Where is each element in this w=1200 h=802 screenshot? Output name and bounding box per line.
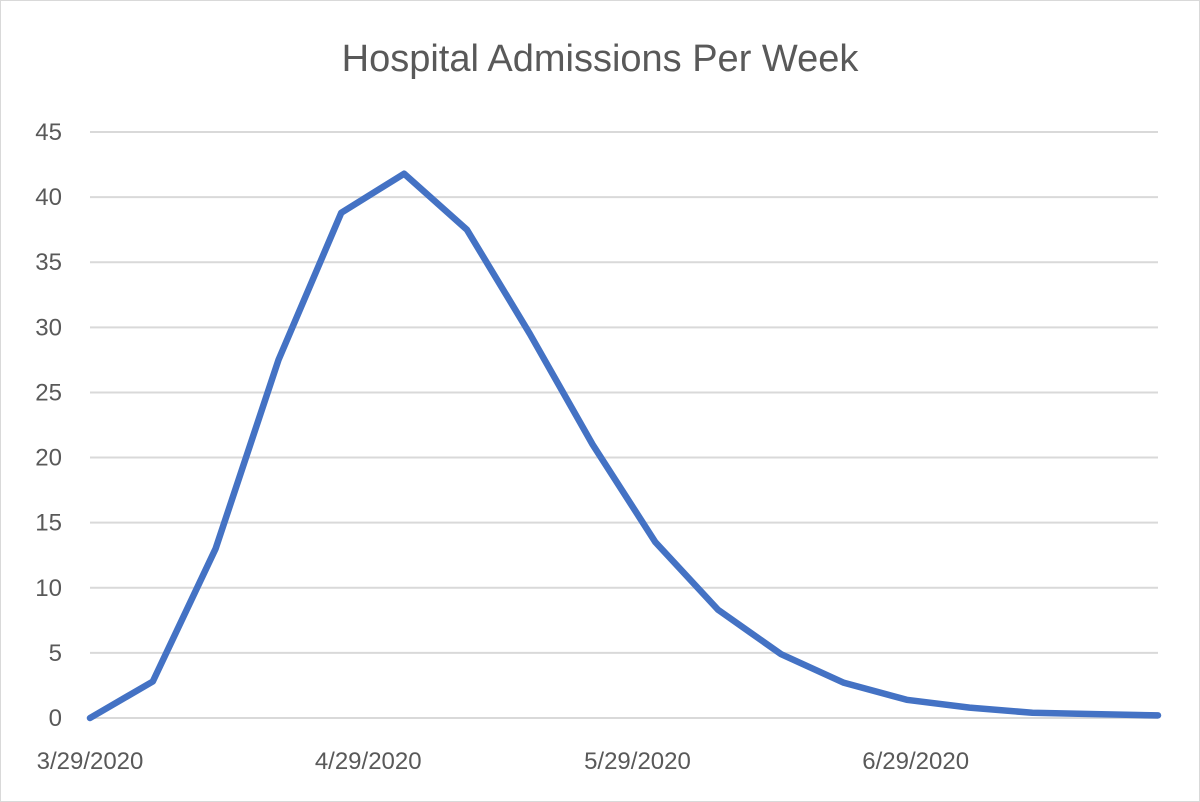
series-line	[86, 170, 1162, 722]
x-tick-label: 3/29/2020	[37, 748, 144, 775]
chart-title: Hospital Admissions Per Week	[341, 38, 859, 80]
y-tick-label: 15	[35, 510, 62, 537]
y-tick-label: 5	[49, 640, 62, 667]
series-group	[86, 170, 1162, 722]
y-tick-label: 40	[35, 184, 62, 211]
x-axis-ticks: 3/29/2020 4/29/2020 5/29/2020 6/29/2020	[37, 748, 969, 775]
y-tick-label: 20	[35, 445, 62, 472]
y-tick-label: 10	[35, 575, 62, 602]
y-axis-ticks: 0 5 10 15 20 25 30 35 40 45	[35, 119, 62, 732]
x-tick-label: 6/29/2020	[862, 748, 969, 775]
y-tick-label: 30	[35, 314, 62, 341]
y-tick-label: 45	[35, 119, 62, 146]
x-tick-label: 5/29/2020	[584, 748, 691, 775]
y-tick-label: 25	[35, 379, 62, 406]
x-tick-label: 4/29/2020	[315, 748, 422, 775]
y-tick-label: 35	[35, 249, 62, 276]
gridlines	[90, 131, 1158, 719]
y-tick-label: 0	[49, 705, 62, 732]
